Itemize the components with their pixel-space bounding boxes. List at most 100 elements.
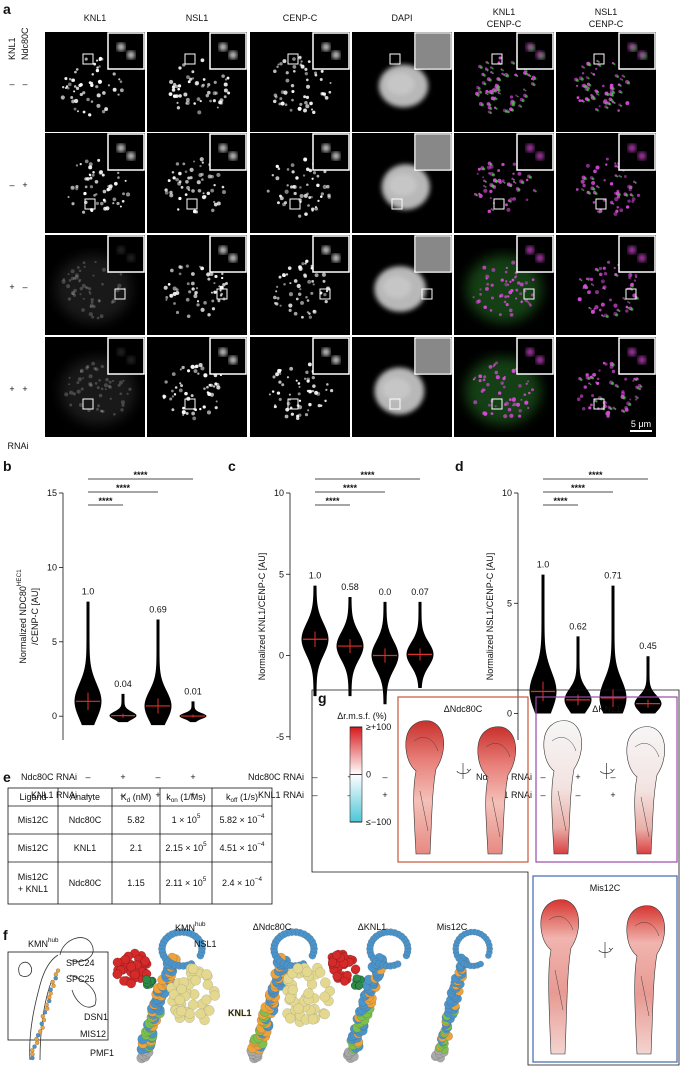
- spot: [489, 162, 493, 166]
- spot: [495, 375, 500, 380]
- spot: [634, 274, 638, 277]
- spot: [307, 279, 312, 284]
- variant-label: ΔNdc80C: [253, 922, 292, 932]
- spot: [203, 387, 206, 390]
- spot: [196, 97, 201, 102]
- residue: [126, 978, 136, 989]
- panel-letter: b: [3, 458, 12, 474]
- y-tick-label: -5: [276, 732, 284, 742]
- spot: [72, 392, 76, 396]
- spot: [606, 414, 610, 418]
- spot: [178, 272, 182, 276]
- spot: [509, 95, 514, 99]
- spot: [194, 81, 199, 86]
- spot: [82, 261, 86, 265]
- spot: [67, 86, 70, 90]
- spot: [510, 108, 514, 112]
- spot: [78, 402, 83, 407]
- spot: [509, 184, 513, 188]
- spot: [94, 367, 99, 372]
- spot: [316, 174, 320, 178]
- spot: [119, 380, 123, 385]
- inset-spot: [526, 348, 534, 356]
- condition-sign: –: [120, 790, 125, 800]
- spot: [88, 162, 93, 167]
- region-box: [595, 198, 607, 210]
- spot: [189, 77, 193, 81]
- spot: [290, 83, 295, 88]
- table-cell: KNL1: [74, 843, 97, 853]
- spot: [312, 171, 317, 175]
- spot: [119, 88, 124, 93]
- superscript: −4: [257, 813, 265, 820]
- subscript: on: [171, 797, 179, 804]
- spot: [512, 197, 517, 201]
- spot: [497, 169, 501, 172]
- panel-border: [311, 689, 680, 1066]
- spot: [179, 265, 184, 270]
- spot: [73, 90, 76, 93]
- condition-label: KNL1 RNAi: [486, 790, 532, 800]
- spot: [90, 100, 94, 103]
- spot: [509, 313, 514, 317]
- spot: [76, 266, 80, 269]
- spot: [83, 265, 86, 268]
- spot: [518, 414, 522, 418]
- spot: [594, 290, 600, 295]
- condition-sign: –: [312, 772, 317, 782]
- violin: [406, 601, 434, 688]
- spot: [169, 79, 174, 85]
- genotype-sign: +: [9, 384, 14, 394]
- condition-sign: –: [610, 772, 615, 782]
- spot: [192, 416, 197, 421]
- value-label: 1.0: [309, 571, 322, 581]
- subunit-label: MIS12: [80, 1029, 106, 1039]
- spot: [196, 180, 201, 185]
- spot: [304, 413, 309, 417]
- text-part: 1 × 10: [172, 815, 197, 825]
- spot: [524, 95, 528, 98]
- spot: [191, 411, 195, 416]
- spot: [271, 390, 275, 393]
- spot: [303, 274, 308, 279]
- spot: [98, 65, 101, 68]
- spot: [609, 407, 613, 411]
- spot: [206, 85, 209, 88]
- spot: [505, 203, 508, 207]
- y-tick-label: 15: [47, 488, 57, 498]
- spot: [634, 181, 637, 184]
- spot: [524, 298, 528, 303]
- spot: [286, 168, 290, 171]
- significance-label: ****: [116, 483, 131, 493]
- residue: [188, 999, 199, 1010]
- spot: [305, 78, 309, 82]
- spot: [523, 393, 527, 397]
- genotype-sign: +: [9, 282, 14, 292]
- spot: [616, 274, 619, 277]
- inset-spot: [322, 43, 330, 51]
- spot: [575, 84, 579, 88]
- spot: [79, 163, 82, 166]
- spot: [82, 110, 86, 114]
- inset: [516, 235, 554, 273]
- spot: [590, 403, 593, 407]
- spot: [198, 173, 203, 178]
- residue: [320, 977, 331, 988]
- condition-sign: +: [382, 790, 387, 800]
- spot: [309, 101, 313, 106]
- table-cell: 2.15 × 105: [165, 841, 207, 853]
- spot: [600, 302, 605, 307]
- region-box: [625, 288, 637, 300]
- spot: [79, 293, 82, 296]
- inset-spot: [332, 356, 340, 364]
- spot: [181, 410, 186, 415]
- spot: [301, 315, 304, 319]
- violin: [179, 701, 207, 723]
- significance-label: ****: [588, 470, 603, 480]
- region-box: [216, 288, 228, 300]
- spot: [175, 288, 179, 292]
- spot: [505, 74, 510, 78]
- spot: [292, 184, 296, 189]
- inset-spot: [322, 348, 330, 356]
- variant-title: ΔKNL1: [592, 704, 621, 714]
